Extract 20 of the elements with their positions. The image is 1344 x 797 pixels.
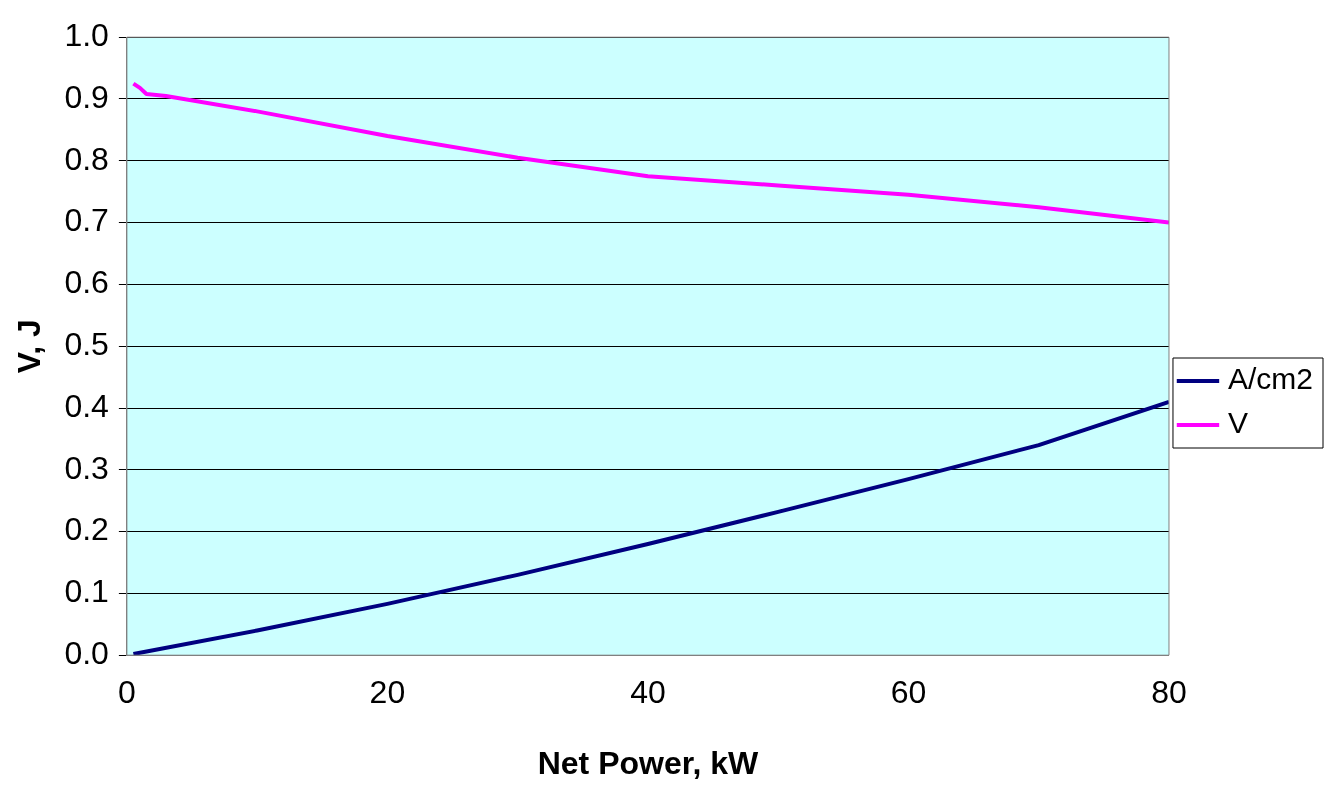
x-tick-label: 20 (369, 674, 406, 711)
y-tick-label: 0.2 (64, 511, 109, 548)
y-tick-label: 0.8 (64, 140, 109, 177)
y-tick-label: 1.0 (64, 17, 109, 54)
y-tick-label: 0.4 (64, 387, 109, 424)
x-axis-title: Net Power, kW (537, 744, 759, 781)
y-tick-label: 0.9 (64, 78, 109, 115)
legend-label: A/cm2 (1227, 362, 1314, 396)
x-tick-label: 0 (117, 674, 136, 711)
y-axis-title: V, J (11, 319, 48, 374)
legend-label: V (1227, 406, 1248, 440)
x-tick-label: 40 (630, 674, 666, 711)
y-tick-label: 0.0 (64, 635, 109, 672)
y-tick-label: 0.3 (64, 449, 109, 486)
y-tick-label: 0.5 (64, 326, 109, 363)
y-tick-label: 0.1 (64, 573, 109, 610)
y-tick-label: 0.7 (64, 202, 109, 239)
x-tick-label: 60 (890, 674, 927, 711)
y-tick-label: 0.6 (64, 264, 109, 301)
x-tick-label: 80 (1151, 674, 1187, 711)
